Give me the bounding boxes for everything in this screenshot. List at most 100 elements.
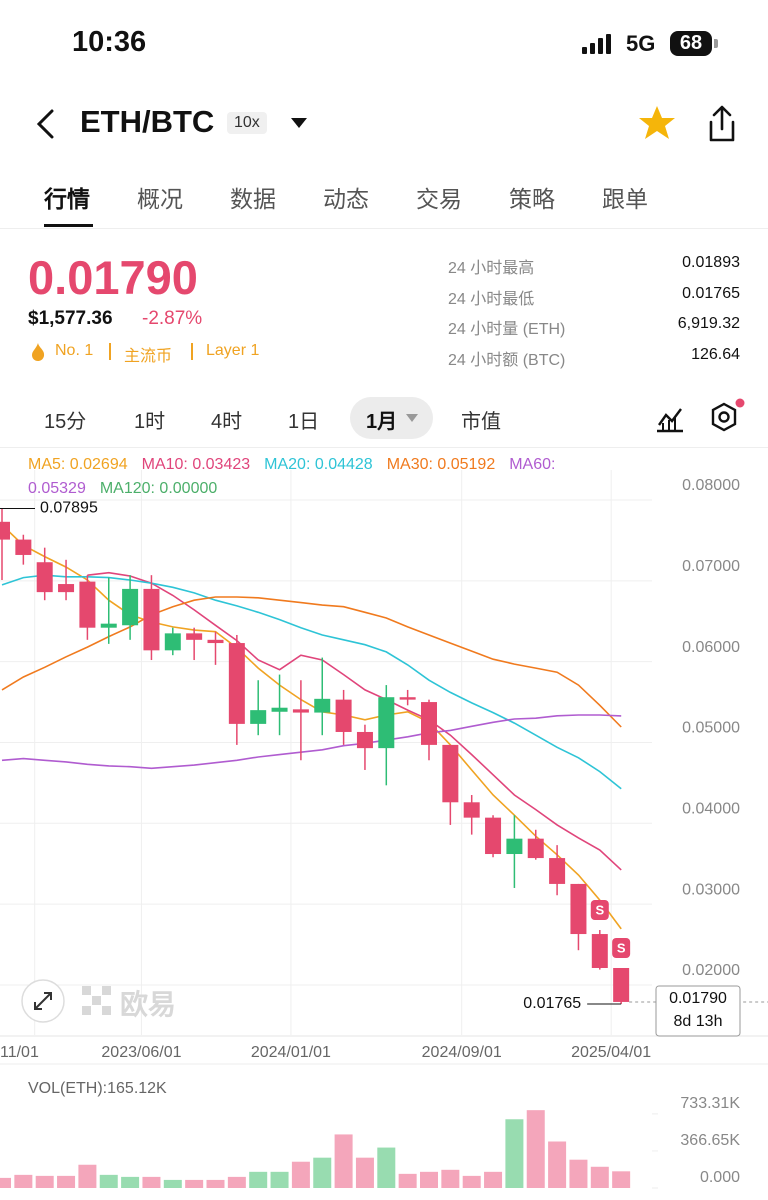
interval-pill [350,397,433,439]
volume-bar [612,1171,631,1188]
ma-line [1,714,622,770]
settings-button[interactable] [708,398,748,436]
tab[interactable]: 交易 [416,186,462,212]
candle-body [421,702,437,745]
countdown: 8d 13h [674,1013,723,1030]
legend-entry: MA5: 0.02694 [28,456,128,473]
volume-bar [78,1164,97,1188]
volume-bar [0,1177,11,1188]
signal-label: S [595,902,604,917]
interval[interactable]: 市值 [461,411,501,433]
status-network: 5G [626,31,656,56]
volume-bar [420,1171,438,1188]
ma-line [1,596,622,728]
expand-button[interactable] [20,978,66,1024]
low-label: 0.01765 [523,995,581,1012]
volume-bar [57,1175,76,1188]
indicator-button[interactable] [655,405,685,433]
volume-bar [270,1171,289,1188]
interval[interactable]: 1日 [288,411,320,433]
interval[interactable]: 1月 [366,411,398,433]
candle-body [506,838,523,855]
volume-bar [377,1147,396,1188]
volume-bar [526,1110,545,1188]
x-tick-label: 2025/04/01 [571,1044,651,1061]
volume-bar [291,1161,310,1188]
volume-bar [569,1159,588,1188]
candle-body [186,633,203,640]
ma-line [87,571,622,871]
tab[interactable]: 跟单 [602,186,648,212]
tag: Layer 1 [206,342,260,359]
y-tick-label: 0.05000 [682,720,740,737]
volume-bar [398,1173,417,1188]
stat-label: 24 小时最低 [448,290,535,308]
stat-value: 0.01765 [682,284,740,302]
volume-bar [206,1179,225,1188]
ma-legend: MA5: 0.02694 MA10: 0.03423 MA20: 0.04428 MA… [28,453,628,501]
candle-body [399,697,416,700]
pair-name[interactable]: ETH/BTC [80,104,215,139]
usd-price: $1,577.36 [28,308,113,329]
interval[interactable]: 1时 [134,411,166,433]
x-tick-label: 2023/06/01 [101,1044,181,1061]
back-button[interactable] [34,108,56,140]
favorite-star[interactable] [638,105,676,141]
candle-body [164,633,181,651]
tab[interactable]: 策略 [509,186,555,212]
volume-tick-label: 366.65K [680,1132,740,1149]
candle-body [15,539,32,555]
y-tick-label: 0.07000 [682,558,740,575]
tag-separator [191,343,193,360]
stat-value: 126.64 [691,345,740,363]
legend-entry: MA120: 0.00000 [99,480,218,497]
candle-body [250,710,267,724]
leverage-badge: 10x [227,112,267,134]
tag: No. 1 [55,342,94,359]
y-tick-label: 0.02000 [682,962,740,979]
watermark: 欧易 [120,989,177,1020]
candle-body [335,699,352,732]
volume-bar [484,1171,503,1188]
volume-tick-label: 733.31K [680,1095,740,1112]
volume-bar [334,1134,353,1188]
stat-label: 24 小时额 (BTC) [448,351,566,369]
share-button[interactable] [705,105,739,143]
logo-mark [82,986,111,1015]
stat-value: 0.01893 [682,254,740,271]
volume-bar [590,1166,609,1188]
y-tick-label: 0.03000 [682,881,740,898]
interval[interactable]: 4时 [211,411,243,433]
legend-entry: MA10: 0.03423 [141,456,251,473]
tab[interactable]: 动态 [323,186,369,212]
tab[interactable]: 数据 [230,186,276,212]
signal-label: S [617,940,626,955]
tag: 主流币 [124,348,173,365]
volume-bar [142,1176,161,1188]
x-tick-label: 2024/01/01 [251,1044,331,1061]
divider [0,447,768,448]
candle-body [0,521,10,540]
y-tick-label: 0.08000 [682,477,740,494]
tab[interactable]: 行情 [44,186,90,212]
candle-body [271,707,288,712]
legend-entry: MA20: 0.04428 [264,456,373,473]
volume-bar [548,1141,567,1188]
x-tick-label: 2024/09/01 [422,1044,502,1061]
y-tick-label: 0.04000 [682,801,740,818]
candle-body [122,588,139,626]
candle-body [292,709,309,713]
pair-dropdown[interactable] [289,117,309,129]
status-time: 10:36 [72,26,147,58]
volume-bar [462,1175,481,1188]
volume-bar [35,1175,54,1188]
interval[interactable]: 15分 [44,411,87,433]
tag-separator [109,343,111,360]
candle-body [356,731,373,749]
tab[interactable]: 概况 [137,186,183,212]
candle-body [485,817,502,855]
stat-label: 24 小时量 (ETH) [448,321,566,338]
last-price-tag-label: 0.01790 [669,990,727,1007]
candle-body [314,698,331,713]
